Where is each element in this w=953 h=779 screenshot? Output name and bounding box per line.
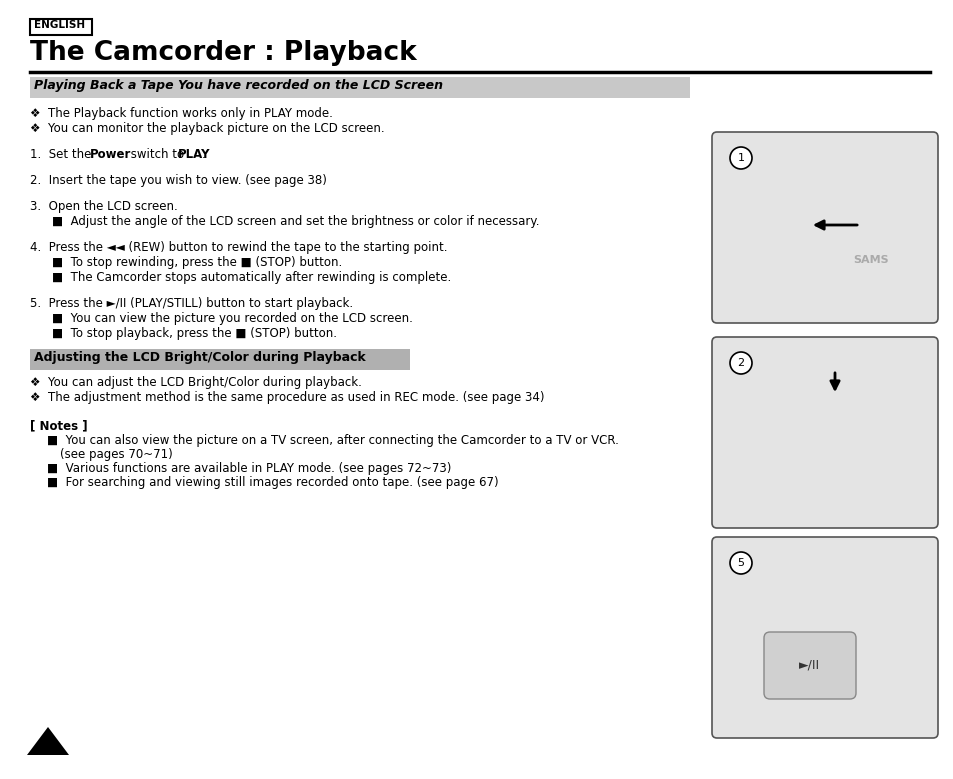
Text: 68: 68 <box>40 737 56 747</box>
Text: 1.  Set the: 1. Set the <box>30 148 95 161</box>
Circle shape <box>729 147 751 169</box>
Text: Power: Power <box>90 148 132 161</box>
Text: ■  Various functions are available in PLAY mode. (see pages 72~73): ■ Various functions are available in PLA… <box>47 462 451 475</box>
Circle shape <box>729 352 751 374</box>
Text: Adjusting the LCD Bright/Color during Playback: Adjusting the LCD Bright/Color during Pl… <box>34 351 365 364</box>
Text: ■  For searching and viewing still images recorded onto tape. (see page 67): ■ For searching and viewing still images… <box>47 476 498 489</box>
Text: PLAY: PLAY <box>178 148 211 161</box>
Text: 3.  Open the LCD screen.: 3. Open the LCD screen. <box>30 200 177 213</box>
Text: ENGLISH: ENGLISH <box>34 20 85 30</box>
Text: ❖  The adjustment method is the same procedure as used in REC mode. (see page 34: ❖ The adjustment method is the same proc… <box>30 391 544 404</box>
Bar <box>30 349 410 370</box>
Text: ■  To stop rewinding, press the ■ (STOP) button.: ■ To stop rewinding, press the ■ (STOP) … <box>52 256 342 269</box>
FancyBboxPatch shape <box>763 632 855 699</box>
Text: 1: 1 <box>737 153 743 163</box>
Text: ■  Adjust the angle of the LCD screen and set the brightness or color if necessa: ■ Adjust the angle of the LCD screen and… <box>52 215 539 228</box>
Circle shape <box>729 552 751 574</box>
Text: 2.  Insert the tape you wish to view. (see page 38): 2. Insert the tape you wish to view. (se… <box>30 174 327 187</box>
Text: ►/II: ►/II <box>799 658 820 671</box>
Text: ■  To stop playback, press the ■ (STOP) button.: ■ To stop playback, press the ■ (STOP) b… <box>52 327 336 340</box>
Bar <box>30 19 91 35</box>
Text: (see pages 70~71): (see pages 70~71) <box>60 448 172 461</box>
FancyBboxPatch shape <box>711 132 937 323</box>
Text: 5.  Press the ►/II (PLAY/STILL) button to start playback.: 5. Press the ►/II (PLAY/STILL) button to… <box>30 297 353 310</box>
Text: 4.  Press the ◄◄ (REW) button to rewind the tape to the starting point.: 4. Press the ◄◄ (REW) button to rewind t… <box>30 241 447 254</box>
Text: [ Notes ]: [ Notes ] <box>30 419 88 432</box>
Polygon shape <box>27 727 69 755</box>
Text: The Camcorder : Playback: The Camcorder : Playback <box>30 40 416 66</box>
Text: Playing Back a Tape You have recorded on the LCD Screen: Playing Back a Tape You have recorded on… <box>34 79 442 92</box>
Bar <box>30 77 689 98</box>
Text: ❖  You can monitor the playback picture on the LCD screen.: ❖ You can monitor the playback picture o… <box>30 122 384 135</box>
Text: .: . <box>202 148 206 161</box>
Text: ■  You can view the picture you recorded on the LCD screen.: ■ You can view the picture you recorded … <box>52 312 413 325</box>
Text: 2: 2 <box>737 358 743 368</box>
Text: ❖  You can adjust the LCD Bright/Color during playback.: ❖ You can adjust the LCD Bright/Color du… <box>30 376 361 389</box>
FancyBboxPatch shape <box>711 537 937 738</box>
Text: ■  You can also view the picture on a TV screen, after connecting the Camcorder : ■ You can also view the picture on a TV … <box>47 434 618 447</box>
Text: ❖  The Playback function works only in PLAY mode.: ❖ The Playback function works only in PL… <box>30 107 333 120</box>
Text: SAMS: SAMS <box>852 255 887 265</box>
Text: 5: 5 <box>737 558 743 568</box>
FancyBboxPatch shape <box>711 337 937 528</box>
Text: ■  The Camcorder stops automatically after rewinding is complete.: ■ The Camcorder stops automatically afte… <box>52 271 451 284</box>
Text: switch to: switch to <box>127 148 188 161</box>
